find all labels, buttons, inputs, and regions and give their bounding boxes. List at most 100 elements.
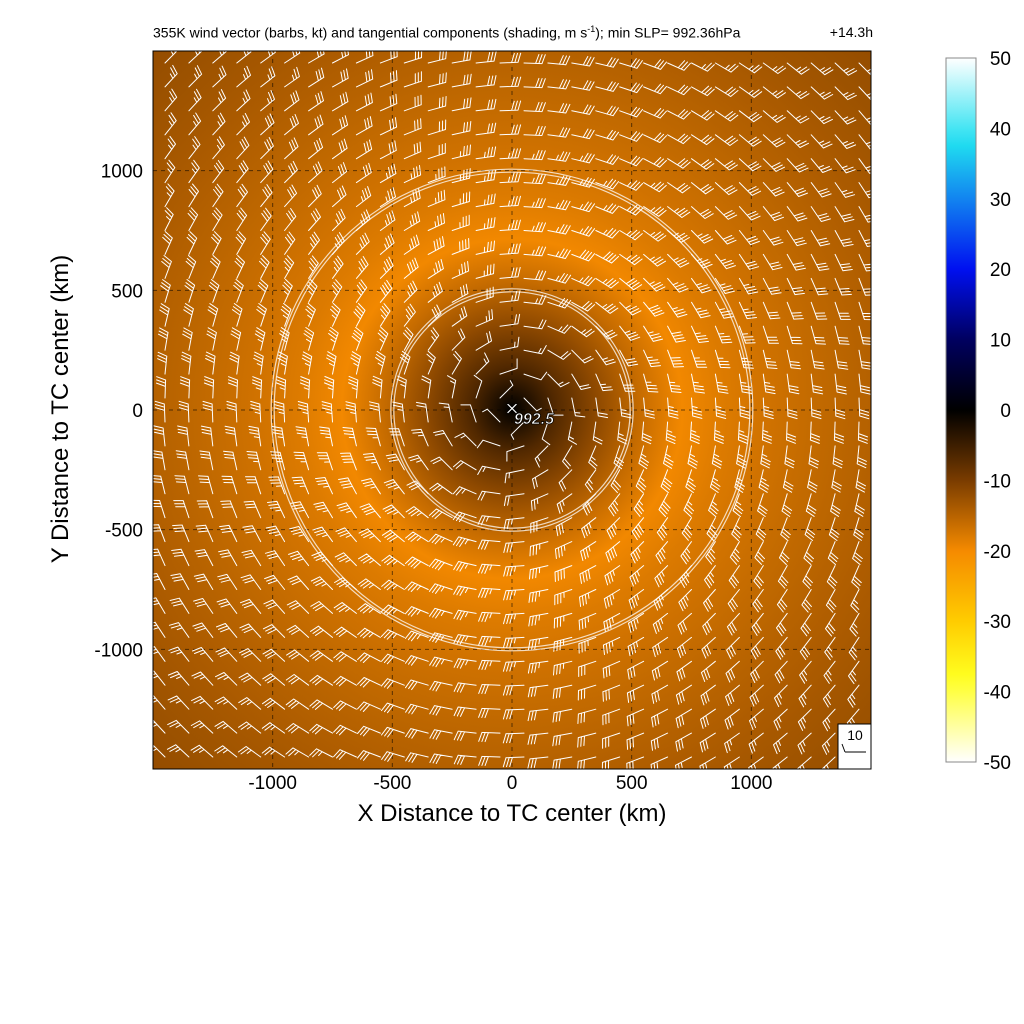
wind-barb [405, 531, 429, 543]
wind-barb [675, 756, 692, 769]
wind-barb [476, 439, 501, 449]
wind-barb [451, 191, 471, 208]
wind-barb [215, 672, 238, 686]
wind-barb [714, 134, 739, 146]
wind-barb [523, 345, 547, 355]
wind-barb [810, 86, 834, 100]
wind-barb [379, 303, 391, 327]
wind-barb [571, 397, 586, 418]
wind-barb [643, 83, 667, 95]
wind-barb [601, 756, 621, 769]
wind-barb [404, 581, 429, 592]
wind-barb [595, 57, 619, 68]
wind-barb [858, 62, 871, 76]
wind-barb [379, 233, 395, 255]
wind-barb [475, 331, 492, 351]
wind-barb [236, 207, 248, 231]
wind-barb [713, 421, 725, 444]
wind-barb [577, 684, 597, 701]
wind-barb [212, 65, 227, 88]
wind-barb [848, 636, 860, 661]
wind-barb [714, 373, 729, 394]
wind-barb [236, 89, 251, 112]
wind-barb [702, 612, 716, 636]
wind-barb [252, 376, 263, 399]
wind-barb [475, 122, 497, 136]
wind-barb [777, 565, 789, 589]
wind-barb [738, 277, 759, 295]
wind-barb [617, 421, 628, 445]
wind-barb [240, 598, 262, 614]
wind-barb [738, 397, 750, 419]
wind-barb [629, 565, 645, 587]
wind-barb [834, 158, 856, 174]
wind-barb [403, 165, 422, 184]
wind-barb [194, 549, 214, 567]
wind-barb [153, 499, 166, 519]
wind-barb [714, 349, 731, 369]
wind-barb [776, 589, 788, 613]
wind-barb [162, 231, 173, 255]
wind-barb [527, 708, 549, 722]
wind-barb [810, 349, 825, 370]
wind-barb [691, 277, 712, 294]
wind-barb [654, 565, 669, 588]
wind-barb [714, 253, 736, 270]
wind-barb [804, 517, 816, 541]
wind-barb [482, 408, 501, 423]
wind-barb [595, 349, 616, 366]
wind-barb [709, 469, 721, 493]
wind-barb [738, 182, 762, 196]
wind-barb [595, 129, 619, 141]
wind-barb [355, 186, 372, 208]
wind-barb [451, 351, 462, 375]
wind-barb [714, 206, 738, 220]
wind-barb [403, 326, 414, 351]
wind-barb [711, 445, 723, 469]
wind-barb [738, 349, 754, 369]
wind-barb [427, 96, 447, 112]
wind-barb [810, 182, 832, 198]
wind-barb [602, 708, 621, 726]
wind-barb [452, 536, 477, 547]
wind-barb [286, 624, 310, 638]
wind-barb [381, 726, 405, 738]
wind-barb [405, 679, 429, 691]
wind-barb [523, 246, 547, 257]
wind-barb [705, 541, 716, 565]
wind-barb [571, 104, 595, 115]
wind-barb [177, 425, 190, 447]
wind-barb [503, 612, 525, 625]
wind-barb [641, 421, 652, 445]
wind-barb [834, 253, 853, 272]
wind-barb [758, 469, 770, 493]
wind-barb [619, 155, 643, 167]
wind-barb [502, 732, 525, 744]
wind-barb [265, 525, 286, 543]
wind-barb [643, 206, 667, 217]
wind-barb [606, 517, 621, 540]
wind-barb [773, 732, 788, 755]
wind-barb [527, 732, 549, 745]
wind-barb [762, 230, 784, 246]
wind-barb [451, 261, 470, 279]
wind-barb [762, 134, 786, 148]
wind-barb [643, 157, 667, 168]
wind-barb [333, 700, 357, 711]
wind-barb [153, 621, 166, 638]
wind-barb [667, 133, 691, 145]
wind-barb [310, 625, 333, 638]
wind-barb [208, 279, 220, 303]
wind-barb [786, 86, 810, 100]
wind-barb [172, 524, 190, 543]
wind-barb [619, 301, 642, 316]
wind-barb [503, 541, 525, 553]
wind-barb [547, 273, 572, 284]
wind-barb [555, 517, 573, 537]
wind-barb [714, 397, 727, 419]
wind-barb [421, 375, 432, 399]
wind-barb [547, 297, 572, 309]
wind-barb [667, 158, 691, 169]
wind-barb [473, 374, 483, 399]
wind-barb [738, 206, 761, 221]
